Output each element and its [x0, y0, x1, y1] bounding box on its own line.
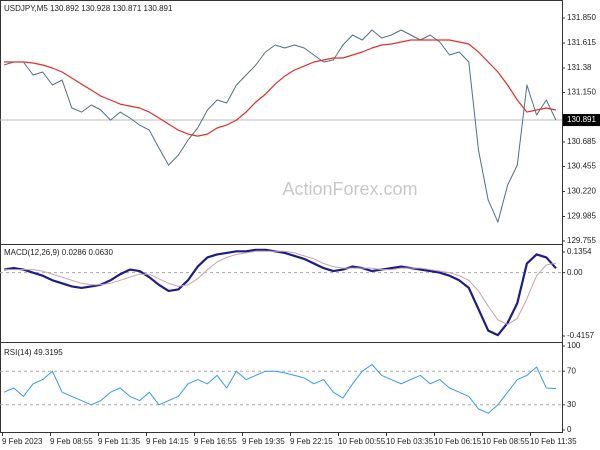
x-tick-label: 9 Feb 16:55	[194, 437, 237, 446]
y-tick-label: 130.220	[567, 187, 596, 196]
series-line	[4, 250, 557, 325]
x-tick-label: 9 Feb 22:15	[290, 437, 333, 446]
panel-title: RSI(14) 49.3195	[4, 348, 63, 357]
y-tick-label: -0.4157	[567, 331, 595, 340]
y-tick-label: 0	[567, 425, 572, 434]
y-tick-label: 130.685	[567, 137, 596, 146]
y-tick-label: 0.00	[567, 268, 583, 277]
y-tick-label: 129.755	[567, 236, 596, 245]
x-tick-label: 9 Feb 19:35	[242, 437, 285, 446]
y-tick-label: 129.985	[567, 212, 596, 221]
last-price-box	[563, 114, 600, 127]
x-tick-label: 10 Feb 00:55	[338, 437, 386, 446]
watermark: ActionForex.com	[282, 179, 417, 199]
panel-title: MACD(12,26,9) 0.0286 0.0630	[4, 248, 114, 257]
last-price-label: 130.891	[567, 115, 596, 124]
y-tick-label: 131.850	[567, 13, 596, 22]
series-line	[3, 248, 557, 337]
y-tick-label: 131.38	[567, 63, 592, 72]
y-tick-label: 30	[567, 400, 576, 409]
series-line	[3, 29, 557, 223]
y-tick-label: 100	[567, 341, 581, 350]
x-tick-label: 9 Feb 08:55	[50, 437, 93, 446]
x-tick-label: 10 Feb 06:15	[434, 437, 482, 446]
y-tick-label: 131.150	[567, 88, 596, 97]
x-tick-label: 9 Feb 11:35	[98, 437, 141, 446]
x-tick-label: 9 Feb 2023	[2, 437, 43, 446]
y-tick-label: 130.455	[567, 162, 596, 171]
x-tick-label: 10 Feb 03:35	[386, 437, 434, 446]
y-tick-label: 70	[567, 366, 576, 375]
series-line	[4, 39, 557, 137]
x-tick-label: 10 Feb 08:55	[482, 437, 530, 446]
frame	[0, 0, 563, 433]
y-tick-label: 0.1354	[567, 247, 592, 256]
x-tick-label: 9 Feb 14:15	[146, 437, 189, 446]
panel-title: USDJPY,M5 130.892 130.928 130.871 130.89…	[4, 4, 173, 13]
y-tick-label: 131.615	[567, 38, 596, 47]
x-tick-label: 10 Feb 11:35	[530, 437, 577, 446]
series-line	[3, 364, 557, 414]
